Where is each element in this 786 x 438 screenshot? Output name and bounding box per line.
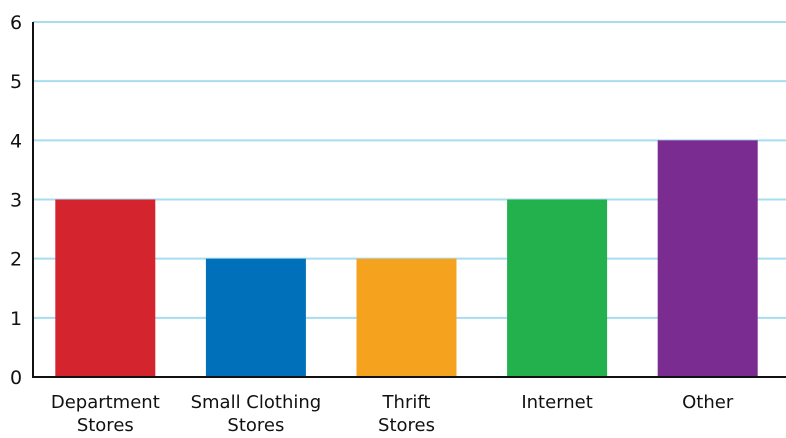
x-category-label: Department — [51, 392, 160, 413]
y-tick-label: 5 — [10, 71, 22, 93]
y-tick-label: 3 — [10, 190, 22, 212]
bar-small-clothing-stores — [205, 258, 306, 377]
bar-thrift-stores — [356, 258, 457, 377]
bars — [55, 140, 758, 377]
x-category-label: Other — [682, 392, 734, 413]
y-tick-labels: 0 1 2 3 4 5 6 — [10, 12, 22, 389]
x-category-label: Internet — [521, 392, 592, 413]
bar-department-stores — [55, 199, 156, 377]
bar-internet — [507, 199, 608, 377]
y-tick-label: 4 — [10, 130, 22, 152]
y-tick-label: 6 — [10, 12, 22, 34]
x-category-label: Small Clothing — [191, 392, 322, 413]
y-tick-label: 2 — [10, 249, 22, 271]
y-tick-label: 1 — [10, 308, 22, 330]
y-tick-label: 0 — [10, 367, 22, 389]
axes — [32, 22, 786, 378]
bar-other — [657, 140, 758, 377]
x-category-label: Stores — [77, 415, 134, 436]
x-category-label: Stores — [227, 415, 284, 436]
x-category-label: Stores — [378, 415, 435, 436]
x-category-label: Thrift — [382, 392, 431, 413]
